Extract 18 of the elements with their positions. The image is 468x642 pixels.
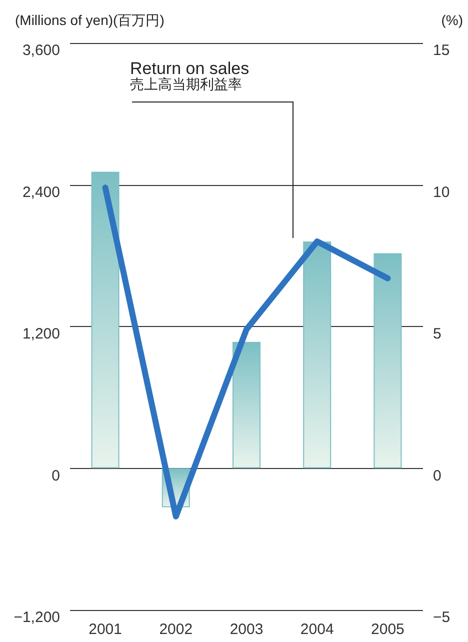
y-tick-label: 0 bbox=[52, 467, 60, 484]
x-tick-label: 2005 bbox=[371, 621, 404, 638]
y2-axis-title: (%) bbox=[441, 12, 463, 28]
x-tick-label: 2002 bbox=[159, 621, 193, 638]
y-tick-label: 1,200 bbox=[22, 326, 60, 342]
x-tick-label: 2004 bbox=[300, 621, 334, 638]
y2-tick-label: 15 bbox=[433, 42, 450, 59]
y2-tick-label: 5 bbox=[433, 326, 442, 342]
x-tick-label: 2003 bbox=[230, 621, 264, 638]
y2-tick-label: 0 bbox=[433, 467, 442, 484]
y2-tick-label: 10 bbox=[433, 184, 450, 201]
annotation: Return on sales 売上高当期利益率 bbox=[130, 59, 250, 92]
x-tick-label: 2001 bbox=[88, 621, 122, 638]
y-axis-title: (Millions of yen)(百万円) bbox=[15, 12, 164, 28]
y2-tick-label: −5 bbox=[433, 609, 450, 626]
y-tick-label: 2,400 bbox=[22, 184, 60, 201]
y-tick-label: −1,200 bbox=[14, 609, 60, 626]
y-tick-label: 3,600 bbox=[22, 42, 60, 59]
